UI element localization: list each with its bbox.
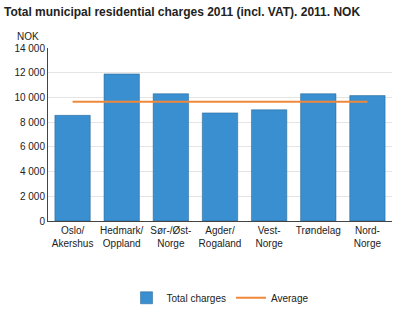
svg-text:2 000: 2 000 <box>20 191 45 202</box>
svg-text:Sør-/Øst-Norge: Sør-/Øst-Norge <box>150 225 191 249</box>
svg-text:12 000: 12 000 <box>14 67 45 78</box>
svg-text:Hedmark/Oppland: Hedmark/Oppland <box>100 225 144 249</box>
svg-text:10 000: 10 000 <box>14 92 45 103</box>
svg-text:Oslo/Akershus: Oslo/Akershus <box>52 225 94 249</box>
svg-text:0: 0 <box>39 216 45 227</box>
svg-text:Total charges: Total charges <box>167 293 226 304</box>
svg-text:4 000: 4 000 <box>20 166 45 177</box>
svg-text:Trøndelag: Trøndelag <box>296 225 341 236</box>
svg-text:14 000: 14 000 <box>14 43 45 54</box>
svg-text:Average: Average <box>271 293 309 304</box>
svg-text:6 000: 6 000 <box>20 141 45 152</box>
svg-text:Nord-Norge: Nord-Norge <box>354 225 382 249</box>
svg-text:NOK: NOK <box>17 31 39 42</box>
svg-text:Vest-Norge: Vest-Norge <box>256 225 284 249</box>
svg-text:Agder/Rogaland: Agder/Rogaland <box>199 225 242 249</box>
svg-text:Total municipal residential ch: Total municipal residential charges 2011… <box>4 5 360 19</box>
svg-text:8 000: 8 000 <box>20 117 45 128</box>
